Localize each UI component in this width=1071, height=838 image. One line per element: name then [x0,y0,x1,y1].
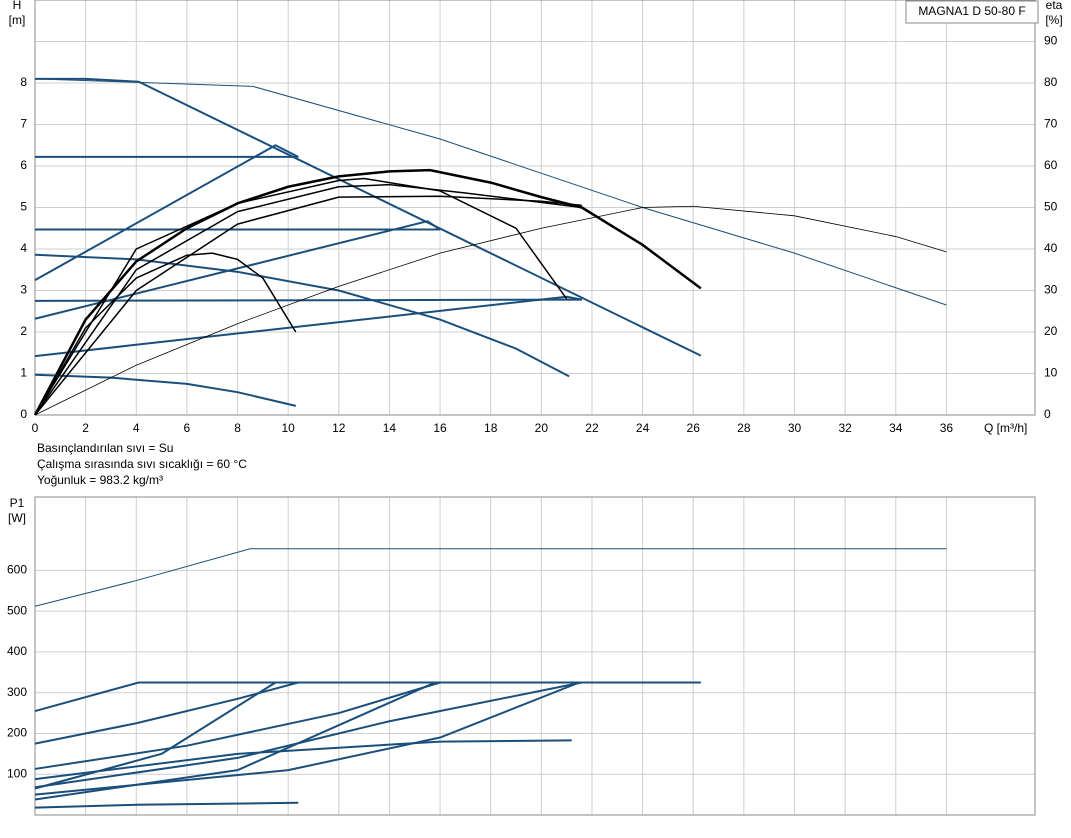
y2-tick-label: 30 [1044,283,1058,297]
curve [34,681,580,796]
title-box [905,0,1039,24]
y-unit: [W] [8,511,26,525]
chart-title: MAGNA1 D 50-80 F [918,4,1025,18]
curve [34,681,583,789]
curve [34,801,299,809]
x-tick-label: 14 [383,421,397,435]
curve [34,681,441,770]
curve [34,205,947,416]
x-tick-label: 34 [889,421,903,435]
y-tick-label: 6 [20,158,27,172]
y2-tick-label: 10 [1044,366,1058,380]
curve [34,298,582,302]
y-tick-label: 300 [7,685,27,699]
y2-label: eta [1046,0,1063,12]
x-tick-label: 12 [332,421,346,435]
y2-tick-label: 80 [1044,75,1058,89]
y-unit: [m] [9,13,26,27]
x-tick-label: 20 [535,421,549,435]
x-tick-label: 0 [32,421,39,435]
y-tick-label: 100 [7,766,27,780]
curve [33,168,702,416]
curve [34,681,701,713]
y-tick-label: 400 [7,644,27,658]
y-tick-label: 200 [7,726,27,740]
x-tick-label: 8 [234,421,241,435]
y-tick-label: 600 [7,563,27,577]
annotation: Yoğunluk = 983.2 kg/m³ [37,473,163,487]
curve [34,144,299,281]
y-tick-label: 500 [7,603,27,617]
y-tick-label: 3 [20,283,27,297]
y2-tick-label: 70 [1044,117,1058,131]
curve [34,373,296,407]
y2-tick-label: 40 [1044,241,1058,255]
y2-tick-label: 90 [1044,34,1058,48]
curve [34,739,572,781]
curve [34,681,436,801]
plot-frame [34,0,1036,416]
curve [34,195,582,416]
curve [34,548,947,607]
y-tick-label: 2 [20,324,27,338]
x-tick-label: 2 [82,421,89,435]
y-tick-label: 0 [20,407,27,421]
annotation: Basınçlandırılan sıvı = Su [37,441,173,455]
x-tick-label: 28 [737,421,751,435]
curve [34,681,277,790]
x-tick-label: 36 [940,421,954,435]
curve [34,78,947,306]
y-label: P1 [10,496,25,510]
y-tick-label: 1 [20,366,27,380]
x-tick-label: 30 [788,421,802,435]
y2-tick-label: 20 [1044,324,1058,338]
x-tick-label: 6 [184,421,191,435]
x-tick-label: 4 [133,421,140,435]
curve [34,220,441,320]
y-tick-label: 4 [20,241,27,255]
y-tick-label: 5 [20,200,27,214]
y2-tick-label: 50 [1044,200,1058,214]
y2-tick-label: 60 [1044,158,1058,172]
y-tick-label: 7 [20,117,27,131]
y2-unit: [%] [1045,13,1062,27]
curve [34,295,583,358]
x-tick-label: 10 [281,421,295,435]
x-tick-label: 18 [484,421,498,435]
curve [34,253,570,378]
y-tick-label: 8 [20,75,27,89]
curve [34,183,582,416]
curve [34,177,568,416]
x-tick-label: 22 [585,421,599,435]
curve [34,681,299,745]
x-tick-label: 16 [433,421,447,435]
x-label: Q [m³/h] [984,421,1027,435]
x-tick-label: 32 [838,421,852,435]
plot-frame [34,496,1036,816]
y2-tick-label: 0 [1044,407,1051,421]
curve [35,77,702,357]
y-label: H [13,0,22,12]
x-tick-label: 24 [636,421,650,435]
annotation: Çalışma sırasında sıvı sıcaklığı = 60 °C [37,457,247,471]
x-tick-label: 26 [687,421,701,435]
